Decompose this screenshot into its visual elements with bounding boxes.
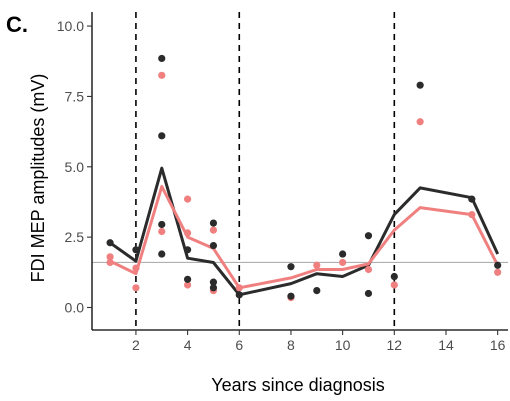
data-point-dark-7 bbox=[184, 275, 192, 283]
data-point-pink-8 bbox=[184, 281, 192, 289]
data-point-dark-19 bbox=[390, 272, 398, 281]
series-lines bbox=[109, 166, 500, 297]
data-point-dark-0 bbox=[106, 239, 114, 247]
data-point-pink-0 bbox=[106, 253, 114, 261]
data-point-pink-13 bbox=[313, 261, 321, 269]
data-point-dark-2 bbox=[158, 54, 166, 63]
data-point-dark-16 bbox=[339, 250, 347, 258]
data-point-pink-18 bbox=[468, 211, 476, 219]
data-point-dark-4 bbox=[158, 220, 166, 229]
tick-labels: 0.0 2.5 5.0 7.5 10.0 2 4 6 8 10 12 14 16 bbox=[57, 18, 506, 353]
data-point-pink-6 bbox=[184, 195, 192, 203]
data-point-dark-11 bbox=[209, 284, 218, 292]
data-point-pink-1 bbox=[106, 258, 114, 267]
data-point-pink-15 bbox=[364, 265, 373, 274]
x-tick-label-3: 8 bbox=[287, 337, 295, 353]
data-point-pink-7 bbox=[184, 229, 192, 237]
data-point-dark-21 bbox=[468, 195, 476, 203]
data-point-dark-9 bbox=[209, 241, 218, 250]
data-point-dark-8 bbox=[209, 219, 218, 227]
data-point-dark-15 bbox=[313, 287, 321, 295]
data-point-pink-14 bbox=[339, 258, 347, 267]
data-point-dark-18 bbox=[364, 289, 373, 298]
y-tick-label-4: 10.0 bbox=[57, 18, 84, 34]
data-point-dark-17 bbox=[364, 232, 373, 240]
data-point-pink-16 bbox=[390, 281, 398, 289]
data-point-dark-13 bbox=[287, 263, 295, 271]
x-tick-label-4: 10 bbox=[335, 337, 351, 353]
data-point-dark-14 bbox=[287, 292, 295, 300]
data-point-pink-11 bbox=[235, 284, 243, 292]
x-tick-label-6: 14 bbox=[438, 337, 454, 353]
data-point-pink-2 bbox=[132, 264, 140, 272]
data-point-pink-5 bbox=[158, 227, 166, 236]
series-line-dark bbox=[109, 166, 500, 297]
data-point-dark-1 bbox=[132, 246, 140, 254]
data-point-pink-19 bbox=[494, 268, 502, 276]
panel-label: C. bbox=[6, 12, 28, 37]
x-tick-label-2: 6 bbox=[235, 337, 243, 353]
series-line-pink bbox=[109, 185, 500, 290]
data-point-pink-4 bbox=[158, 71, 166, 79]
data-point-dark-20 bbox=[416, 81, 424, 89]
data-point-pink-3 bbox=[132, 284, 140, 292]
axes bbox=[91, 12, 508, 331]
data-point-dark-3 bbox=[158, 132, 166, 140]
y-axis-title: FDI MEP amplitudes (mV) bbox=[28, 74, 48, 283]
x-axis-title: Years since diagnosis bbox=[211, 375, 384, 395]
data-point-dark-12 bbox=[235, 291, 243, 299]
y-tick-label-2: 5.0 bbox=[65, 159, 85, 175]
x-tick-label-0: 2 bbox=[132, 337, 140, 353]
x-tick-label-1: 4 bbox=[184, 337, 192, 353]
y-tick-label-3: 7.5 bbox=[65, 88, 85, 104]
x-tick-label-7: 16 bbox=[490, 337, 506, 353]
x-tick-label-5: 12 bbox=[387, 337, 403, 353]
data-point-pink-17 bbox=[416, 118, 424, 126]
data-point-dark-22 bbox=[494, 261, 502, 269]
data-point-dark-5 bbox=[158, 250, 166, 258]
series-points bbox=[106, 54, 502, 302]
y-tick-label-1: 2.5 bbox=[65, 229, 85, 245]
data-point-dark-6 bbox=[184, 246, 192, 254]
data-point-dark-10 bbox=[209, 278, 218, 286]
y-tick-label-0: 0.0 bbox=[65, 299, 85, 315]
data-point-pink-9 bbox=[209, 226, 218, 234]
